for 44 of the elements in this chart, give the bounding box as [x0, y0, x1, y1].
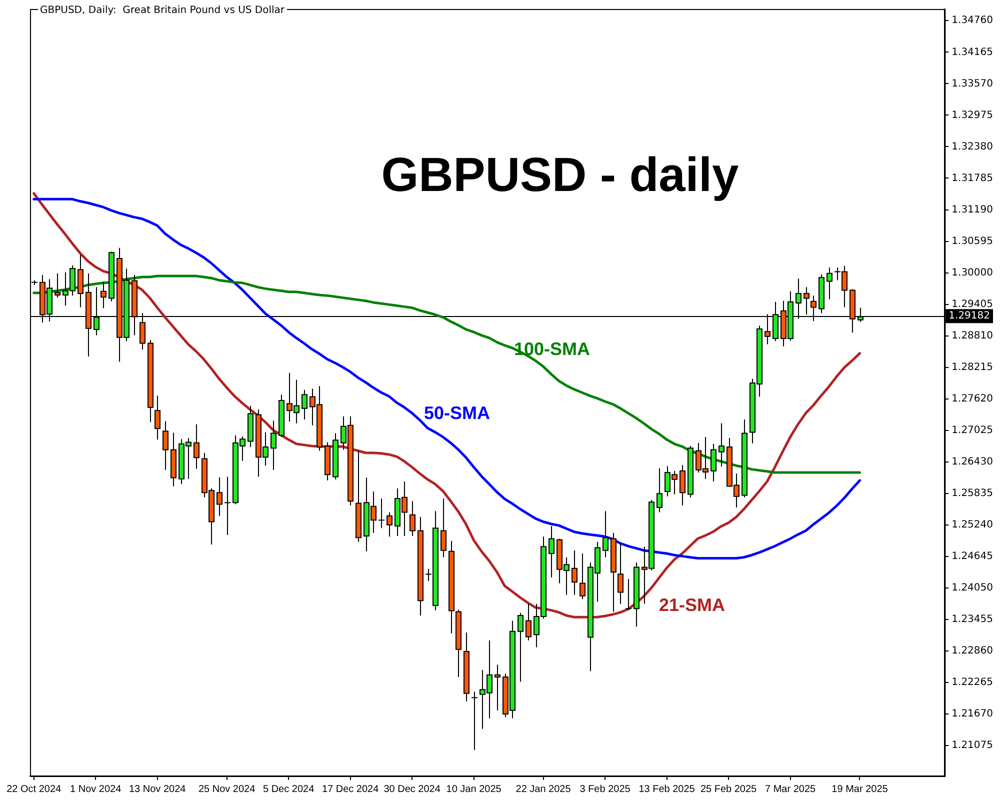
y-tick-label: 1.29405 — [952, 298, 994, 310]
y-tick-label: 1.22860 — [952, 646, 994, 657]
y-tick-label: 1.32975 — [952, 110, 994, 121]
y-tick-label: 1.24050 — [952, 582, 994, 594]
y-tick-label: 1.25835 — [952, 488, 994, 499]
y-tick-label: 1.34760 — [952, 15, 994, 26]
x-tick-label: 22 Jan 2025 — [516, 784, 572, 795]
y-tick-label: 1.27025 — [952, 424, 994, 436]
y-tick-label: 1.22265 — [952, 677, 994, 688]
x-tick-label: 25 Feb 2025 — [700, 784, 758, 795]
x-tick-label: 17 Dec 2024 — [322, 784, 380, 795]
x-tick-label: 3 Feb 2025 — [580, 784, 631, 795]
y-tick-label: 1.30595 — [952, 236, 994, 247]
x-tick-label: 19 Mar 2025 — [832, 784, 888, 795]
y-tick-label: 1.28215 — [952, 362, 994, 373]
y-tick-label: 1.32380 — [952, 141, 994, 152]
y-tick-label: 1.25240 — [952, 520, 994, 531]
x-tick-label: 30 Dec 2024 — [384, 784, 441, 795]
x-tick-label: 13 Feb 2025 — [638, 784, 696, 795]
y-tick-label: 1.23455 — [952, 614, 994, 626]
series-label: 21-SMA — [658, 594, 726, 615]
y-tick-label: 1.21670 — [952, 708, 994, 720]
x-tick-label: 7 Mar 2025 — [764, 784, 816, 795]
x-tick-label: 22 Oct 2024 — [6, 784, 62, 795]
series-label: 50-SMA — [424, 402, 490, 423]
y-tick-label: 1.24645 — [952, 551, 994, 562]
x-tick-label: 13 Nov 2024 — [128, 784, 186, 795]
x-tick-label: 10 Jan 2025 — [446, 784, 502, 795]
y-tick-label: 1.31785 — [952, 172, 994, 184]
ref-line-label: 1.29182 — [948, 310, 990, 322]
y-tick-label: 1.34165 — [952, 46, 994, 58]
text: GBPUSD - daily — [380, 148, 740, 203]
series-label: 100-SMA — [514, 338, 590, 359]
chart-subtitle: GBPUSD, Daily: Great Britain Pound vs US Dollar — [38, 5, 287, 16]
x-tick-label: 25 Nov 2024 — [198, 784, 256, 795]
y-tick-label: 1.26430 — [952, 456, 994, 468]
y-tick-label: 1.27620 — [952, 393, 994, 404]
y-tick-label: 1.30000 — [952, 267, 994, 278]
x-tick-label: 1 Nov 2024 — [70, 784, 122, 795]
y-tick-label: 1.28810 — [952, 330, 994, 342]
y-tick-label: 1.33570 — [952, 78, 994, 90]
y-tick-label: 1.21075 — [952, 740, 994, 752]
x-tick-label: 5 Dec 2024 — [262, 784, 315, 795]
y-tick-label: 1.31190 — [952, 204, 994, 216]
